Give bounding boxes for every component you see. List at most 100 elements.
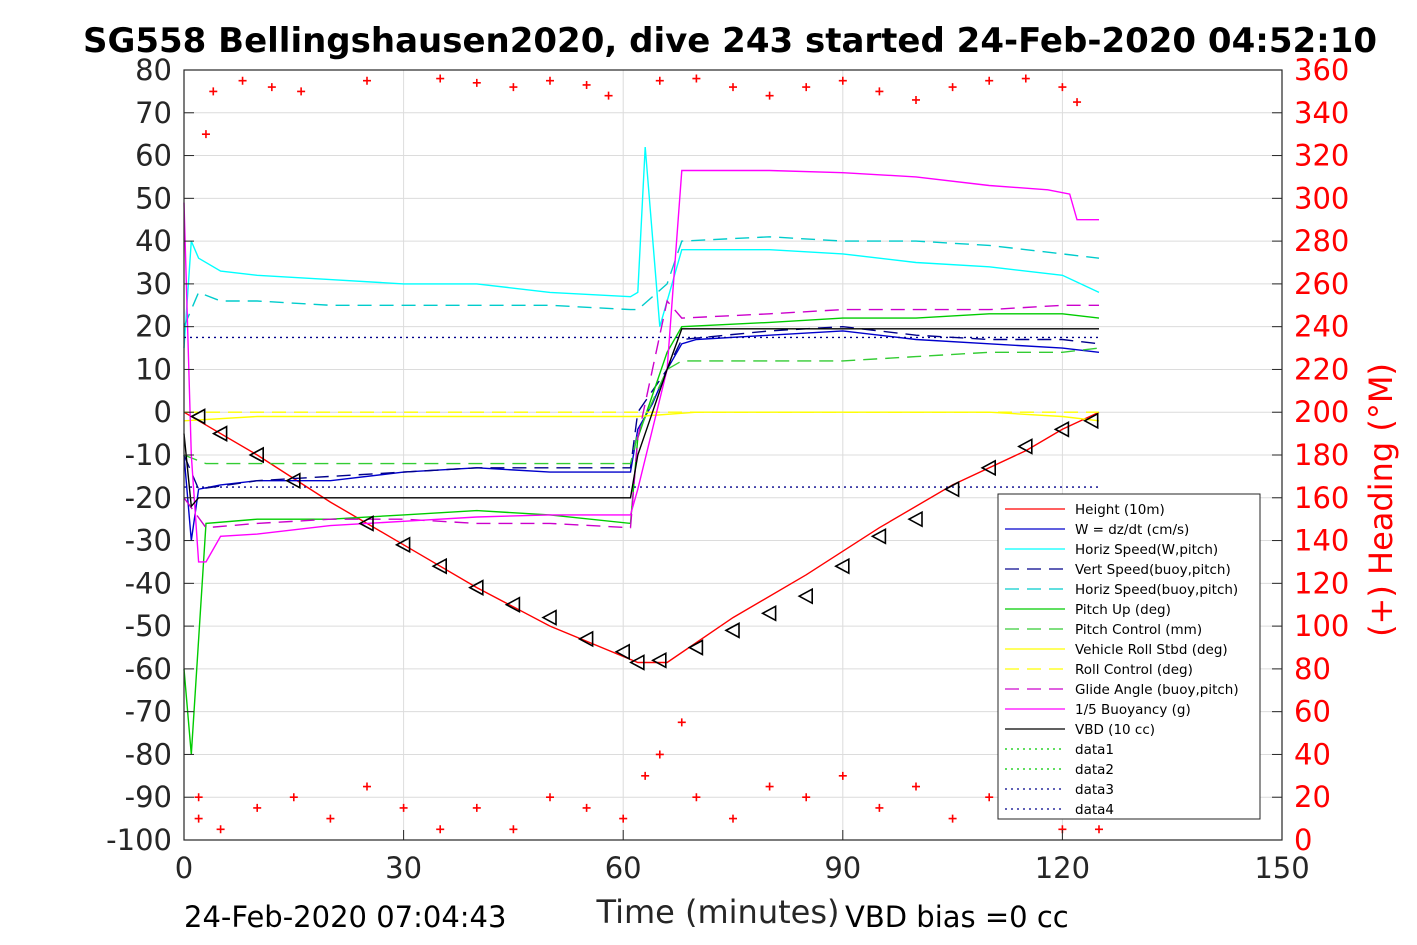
series-line	[183, 325, 1100, 490]
heading-point	[297, 87, 306, 96]
y-tick-label: -80	[125, 737, 172, 771]
heading-point	[194, 793, 203, 802]
y-right-tick-label: 160	[1294, 481, 1349, 515]
x-axis-label: Time (minutes)	[596, 893, 840, 931]
legend-label: Vehicle Roll Stbd (deg)	[1075, 642, 1228, 658]
y-tick-label: -70	[125, 695, 172, 729]
heading-point	[472, 78, 481, 87]
y-tick-label: 60	[135, 139, 172, 173]
depth-marker	[468, 579, 484, 596]
y-right-tick-label: 260	[1294, 267, 1349, 301]
y-right-tick-label: 360	[1294, 53, 1349, 87]
legend-label: VBD (10 cc)	[1075, 722, 1155, 738]
heading-layer	[194, 74, 1103, 834]
heading-point	[1058, 83, 1067, 92]
heading-point	[1095, 825, 1103, 834]
y-right-tick-label: 180	[1294, 438, 1349, 472]
heading-point	[985, 793, 994, 802]
heading-point	[692, 74, 701, 83]
y-right-tick-label: 200	[1294, 395, 1349, 429]
depth-marker	[1082, 412, 1099, 430]
heading-point	[267, 83, 276, 92]
heading-point	[209, 87, 218, 96]
heading-point	[582, 80, 591, 89]
y-right-tick-label: 80	[1294, 652, 1331, 686]
depth-marker	[980, 459, 996, 477]
heading-point	[948, 814, 957, 823]
legend-label: W = dz/dt (cm/s)	[1075, 522, 1189, 538]
x-tick-label: 60	[605, 851, 642, 885]
y-tick-label: 80	[135, 53, 172, 87]
series-line	[183, 328, 1099, 508]
y-right-tick-label: 100	[1294, 609, 1349, 643]
y-right-tick-label: 140	[1294, 524, 1349, 558]
heading-point	[875, 803, 884, 812]
depth-marker	[907, 510, 923, 528]
y-tick-label: 0	[154, 395, 172, 429]
legend-label: data1	[1075, 742, 1114, 758]
legend-label: Glide Angle (buoy,pitch)	[1075, 682, 1239, 698]
heading-point	[194, 814, 203, 823]
x-axis: 0 30 60 90 120 150	[175, 830, 1310, 885]
series-line	[183, 330, 1100, 541]
y-tick-label: -100	[106, 823, 172, 857]
y-tick-label: 10	[135, 352, 172, 386]
y-tick-label: 30	[135, 267, 172, 301]
legend-label: data2	[1075, 762, 1114, 778]
x-tick-label: 30	[385, 851, 422, 885]
heading-point	[582, 803, 591, 812]
heading-point	[677, 718, 686, 727]
heading-point	[729, 814, 737, 823]
legend-label: Horiz Speed(W,pitch)	[1075, 542, 1218, 558]
heading-point	[363, 782, 371, 791]
y-right-tick-label: 280	[1294, 224, 1349, 258]
depth-marker	[248, 446, 264, 464]
heading-point	[875, 87, 884, 96]
x-tick-label: 0	[175, 851, 193, 885]
heading-point	[363, 76, 371, 85]
heading-point	[838, 771, 847, 780]
y-right-tick-label: 240	[1294, 310, 1349, 344]
heading-point	[201, 130, 210, 139]
legend-label: Vert Speed(buoy,pitch)	[1075, 562, 1231, 578]
marker-layer	[189, 408, 1099, 671]
depth-marker	[358, 515, 374, 532]
y-tick-label: -60	[125, 652, 172, 686]
legend-label: data4	[1075, 802, 1114, 818]
legend-label: Roll Control (deg)	[1075, 662, 1193, 678]
y-axis-right-label: (+) Heading (°M)	[1362, 363, 1400, 637]
y-tick-label: 40	[135, 224, 172, 258]
heading-point	[546, 76, 554, 85]
heading-point	[216, 825, 225, 834]
y-right-tick-label: 0	[1294, 823, 1312, 857]
heading-point	[948, 83, 957, 92]
heading-point	[472, 803, 481, 812]
heading-point	[655, 76, 664, 85]
y-tick-label: 50	[135, 181, 172, 215]
y-tick-label: -10	[125, 438, 172, 472]
heading-point	[289, 793, 298, 802]
y-tick-label: -20	[125, 481, 172, 515]
heading-point	[253, 803, 262, 812]
series-line	[183, 347, 1100, 465]
series-line	[183, 169, 1099, 563]
heading-point	[604, 91, 613, 100]
y-tick-label: -90	[125, 780, 172, 814]
x-tick-label: 90	[824, 851, 861, 885]
heading-point	[436, 74, 445, 83]
heading-point	[838, 76, 847, 85]
depth-marker	[394, 536, 411, 554]
depth-marker	[1053, 420, 1070, 438]
heading-point	[399, 803, 408, 812]
legend-label: Pitch Up (deg)	[1075, 602, 1171, 618]
depth-marker	[629, 654, 645, 671]
series-line	[183, 411, 1100, 664]
y-tick-label: 20	[135, 310, 172, 344]
y-tick-label: -50	[125, 609, 172, 643]
y-right-tick-label: 320	[1294, 139, 1349, 173]
y-axis-left: -100-90-80-70-60-50-40-30-20-10010203040…	[106, 53, 194, 857]
heading-point	[546, 793, 554, 802]
heading-point	[692, 793, 701, 802]
heading-point	[509, 825, 518, 834]
